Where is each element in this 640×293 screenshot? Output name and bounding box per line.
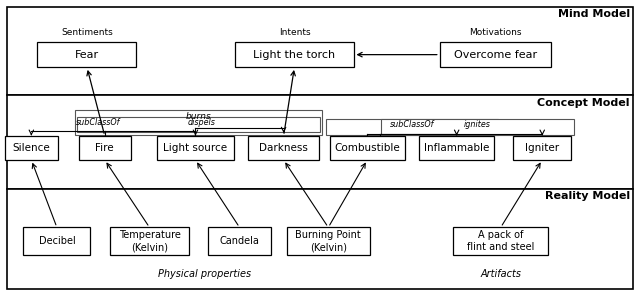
Text: Burning Point
(Kelvin): Burning Point (Kelvin) — [296, 231, 361, 252]
Text: Temperature
(Kelvin): Temperature (Kelvin) — [118, 231, 180, 252]
Text: Combustible: Combustible — [334, 143, 400, 153]
Text: ignites: ignites — [464, 120, 491, 129]
Text: Sentiments: Sentiments — [61, 28, 113, 37]
Text: Reality Model: Reality Model — [545, 191, 630, 201]
Text: Fire: Fire — [95, 143, 114, 153]
Text: Overcome fear: Overcome fear — [454, 50, 537, 60]
FancyBboxPatch shape — [207, 227, 271, 255]
Text: Igniter: Igniter — [525, 143, 559, 153]
Text: Inflammable: Inflammable — [424, 143, 490, 153]
Text: Decibel: Decibel — [38, 236, 76, 246]
FancyBboxPatch shape — [157, 136, 234, 160]
FancyBboxPatch shape — [24, 227, 90, 255]
FancyBboxPatch shape — [419, 136, 494, 160]
FancyBboxPatch shape — [76, 110, 322, 134]
Text: subClassOf: subClassOf — [390, 120, 434, 129]
Text: Concept Model: Concept Model — [537, 98, 630, 108]
Text: Mind Model: Mind Model — [557, 9, 630, 19]
Text: subClassOf: subClassOf — [76, 118, 121, 127]
FancyBboxPatch shape — [454, 227, 548, 255]
FancyBboxPatch shape — [381, 118, 574, 134]
Text: Fear: Fear — [75, 50, 99, 60]
FancyBboxPatch shape — [513, 136, 571, 160]
Text: Artifacts: Artifacts — [480, 269, 521, 279]
FancyBboxPatch shape — [7, 96, 633, 189]
Text: Intents: Intents — [278, 28, 310, 37]
Text: Candela: Candela — [220, 236, 259, 246]
Text: dispels: dispels — [188, 118, 216, 127]
FancyBboxPatch shape — [7, 189, 633, 289]
FancyBboxPatch shape — [440, 42, 552, 67]
Text: Light the torch: Light the torch — [253, 50, 335, 60]
Text: Darkness: Darkness — [259, 143, 308, 153]
Text: Silence: Silence — [12, 143, 50, 153]
FancyBboxPatch shape — [7, 6, 633, 96]
FancyBboxPatch shape — [326, 118, 497, 134]
FancyBboxPatch shape — [5, 136, 58, 160]
Text: Physical properties: Physical properties — [159, 269, 252, 279]
FancyBboxPatch shape — [248, 136, 319, 160]
FancyBboxPatch shape — [109, 227, 189, 255]
Text: Motivations: Motivations — [469, 28, 522, 37]
FancyBboxPatch shape — [236, 42, 353, 67]
FancyBboxPatch shape — [77, 117, 320, 132]
FancyBboxPatch shape — [79, 136, 131, 160]
FancyBboxPatch shape — [37, 42, 136, 67]
FancyBboxPatch shape — [330, 136, 405, 160]
Text: burns: burns — [186, 112, 212, 120]
FancyBboxPatch shape — [287, 227, 370, 255]
Text: Light source: Light source — [163, 143, 228, 153]
Text: A pack of
flint and steel: A pack of flint and steel — [467, 231, 534, 252]
